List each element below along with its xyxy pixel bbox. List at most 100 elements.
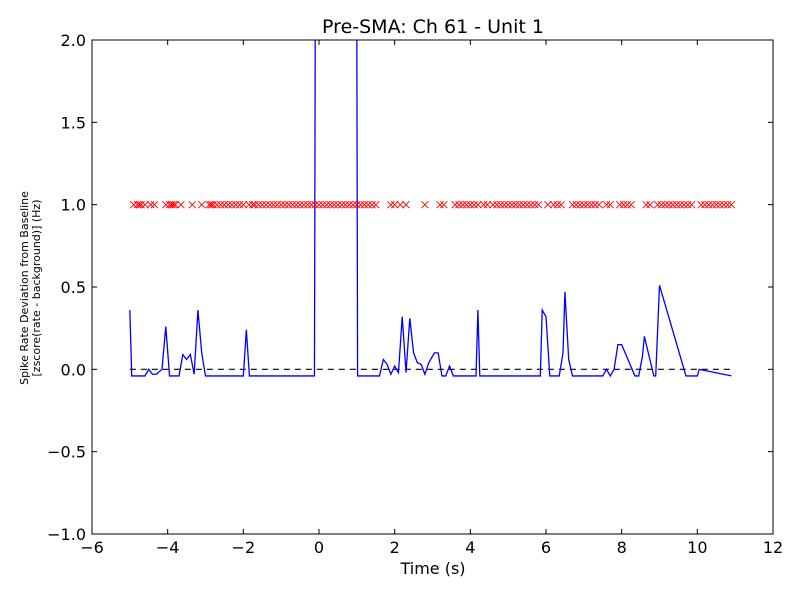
x-marker (653, 200, 662, 209)
x-marker (353, 200, 361, 209)
x-marker (371, 200, 380, 209)
x-marker (576, 200, 584, 209)
y-tick-label: 2.0 (61, 31, 86, 50)
x-marker (133, 200, 142, 209)
x-marker (665, 200, 673, 209)
x-marker (496, 200, 505, 209)
data-layer (129, 40, 736, 378)
x-marker (248, 200, 257, 209)
x-marker (701, 200, 709, 209)
x-marker (177, 200, 185, 209)
x-marker (462, 200, 471, 209)
x-tick-label: −6 (80, 538, 104, 557)
x-marker (530, 200, 539, 209)
x-marker (623, 200, 632, 209)
x-marker (719, 200, 728, 209)
x-marker (534, 200, 543, 209)
x-marker (489, 200, 497, 209)
y-tick-label: 0.0 (61, 360, 86, 379)
x-marker (716, 200, 724, 209)
x-marker (595, 200, 603, 209)
x-marker (326, 200, 335, 209)
x-marker (311, 200, 320, 209)
x-tick-label: 6 (541, 538, 551, 557)
chart-title: Pre-SMA: Ch 61 - Unit 1 (322, 16, 544, 38)
x-marker (504, 200, 512, 209)
x-marker (727, 200, 736, 209)
x-marker (470, 200, 478, 209)
x-marker (216, 200, 225, 209)
x-marker (712, 200, 721, 209)
x-marker (307, 200, 316, 209)
x-marker (169, 200, 178, 209)
x-marker (315, 200, 323, 209)
x-marker (515, 200, 524, 209)
x-marker (587, 200, 596, 209)
x-marker (661, 200, 669, 209)
x-marker (676, 200, 685, 209)
x-marker (245, 200, 253, 209)
x-marker (483, 200, 492, 209)
x-marker (474, 200, 482, 209)
x-marker (345, 200, 354, 209)
x-marker (341, 200, 350, 209)
x-marker (708, 200, 717, 209)
x-marker (511, 200, 520, 209)
x-marker (387, 200, 395, 209)
x-marker (583, 200, 592, 209)
x-marker (318, 200, 327, 209)
x-marker (672, 200, 681, 209)
x-marker (300, 200, 308, 209)
x-tick-label: 10 (687, 538, 707, 557)
x-marker (197, 200, 206, 209)
x-marker (642, 200, 651, 209)
x-marker (402, 200, 410, 209)
x-marker (171, 200, 180, 209)
x-marker (322, 200, 331, 209)
x-marker (161, 200, 170, 209)
x-tick-label: 0 (314, 538, 324, 557)
x-marker (500, 200, 509, 209)
x-marker (466, 200, 475, 209)
y-axis: −1.0 −0.5 0.0 0.5 1.0 1.5 2.0 (47, 31, 773, 544)
y-tick-label: 1.0 (61, 196, 86, 215)
y-tick-label: 0.5 (61, 278, 86, 297)
x-marker (228, 200, 236, 209)
x-marker (606, 200, 615, 209)
x-marker (220, 200, 229, 209)
x-marker (458, 200, 467, 209)
x-marker (167, 200, 176, 209)
x-marker (165, 200, 174, 209)
x-axis-label: Time (s) (399, 559, 465, 578)
x-marker (396, 200, 405, 209)
x-marker (277, 200, 285, 209)
y-axis-label-line-1: Spike Rate Deviation from Baseline (18, 191, 31, 385)
x-marker (129, 200, 138, 209)
x-tick-label: 4 (465, 538, 475, 557)
x-marker (619, 200, 628, 209)
x-marker (360, 200, 369, 209)
x-marker (254, 200, 263, 209)
x-marker (697, 200, 705, 209)
x-marker (235, 200, 244, 209)
x-marker (580, 200, 588, 209)
x-axis: −6 −4 −2 0 2 4 6 8 10 12 (80, 40, 783, 557)
x-marker (231, 200, 240, 209)
x-tick-label: 12 (763, 538, 783, 557)
x-marker (553, 200, 562, 209)
x-marker (421, 200, 429, 209)
x-marker (284, 200, 293, 209)
x-marker (451, 200, 460, 209)
x-marker (572, 200, 581, 209)
x-marker (440, 200, 448, 209)
x-marker (213, 200, 221, 209)
x-marker (209, 200, 217, 209)
y-tick-label: −1.0 (47, 525, 86, 544)
x-marker (602, 200, 611, 209)
x-marker (668, 200, 677, 209)
x-marker (455, 200, 463, 209)
x-marker (239, 200, 248, 209)
x-marker (269, 200, 278, 209)
x-marker (704, 200, 713, 209)
